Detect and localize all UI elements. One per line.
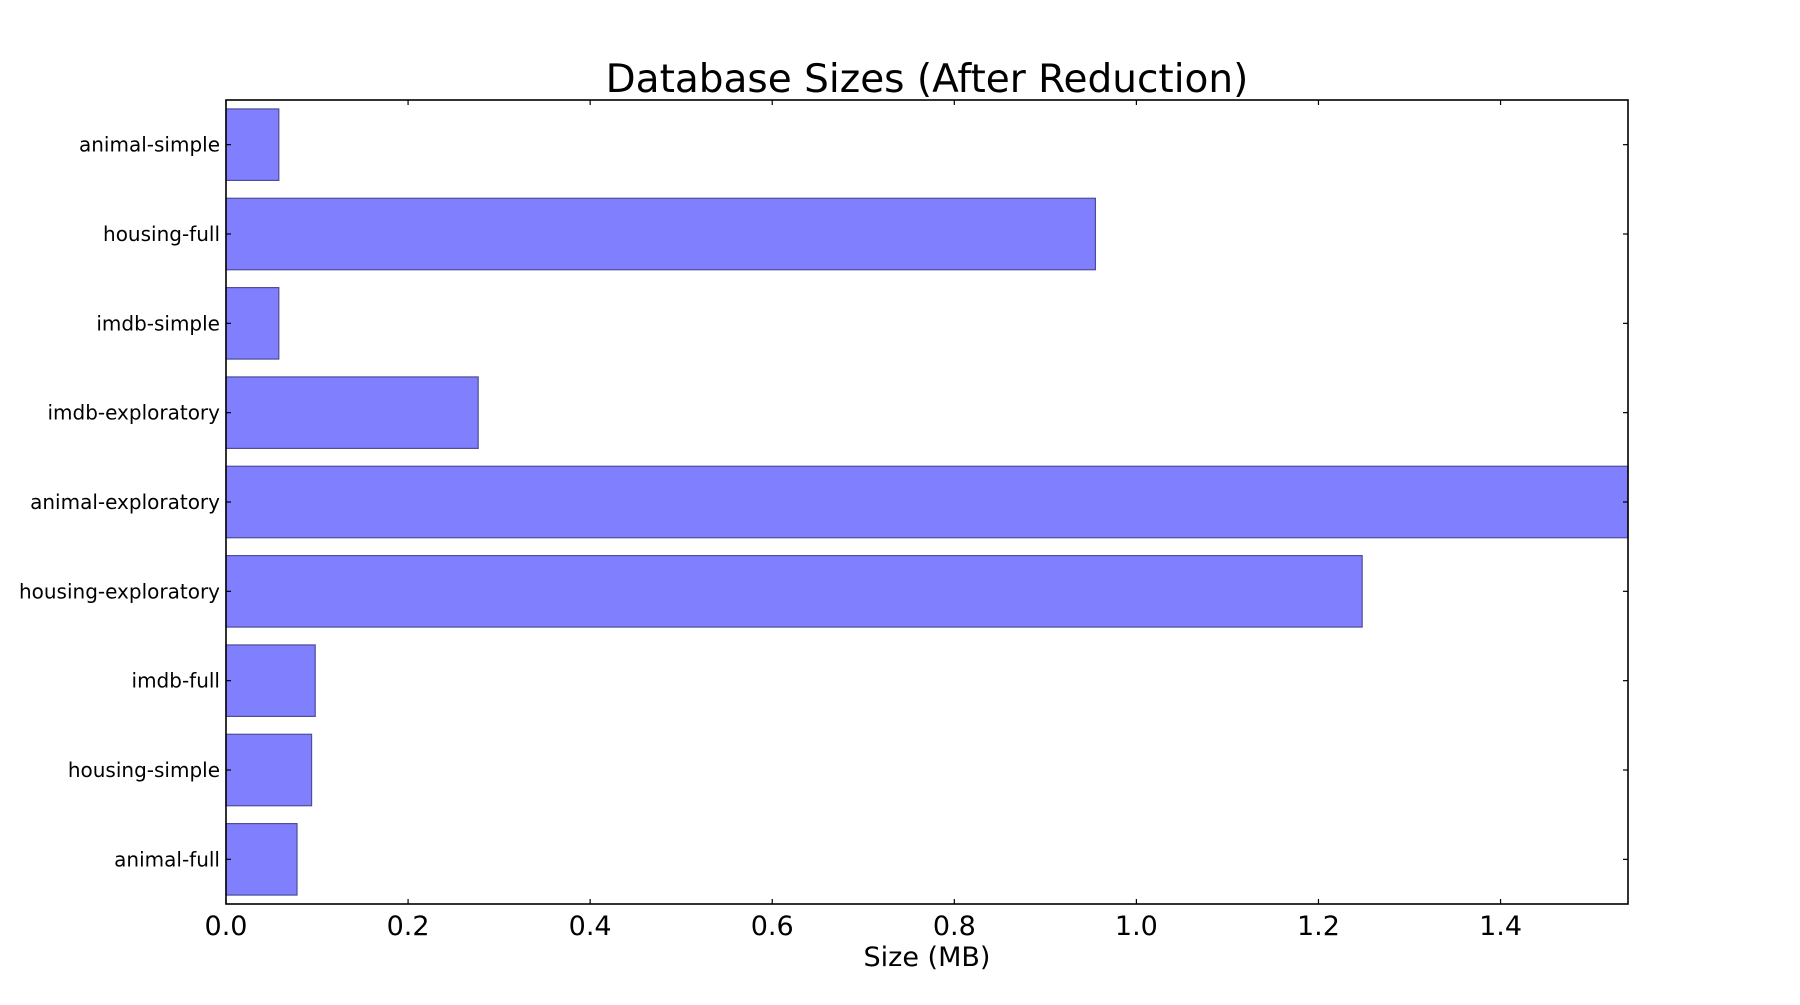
y-tick-label: animal-exploratory: [30, 490, 220, 514]
y-tick-label: housing-simple: [68, 758, 220, 782]
ticks-layer: [225, 100, 1628, 904]
chart-title: Database Sizes (After Reduction): [606, 57, 1249, 102]
bar-imdb-simple: [225, 287, 280, 360]
x-tick-label: 0.2: [387, 911, 430, 942]
y-tick-label: housing-full: [103, 222, 220, 246]
bar-animal-full: [225, 822, 298, 896]
bars-layer: [225, 108, 1629, 896]
x-tick-label: 0.0: [205, 911, 248, 942]
x-tick-label: 0.4: [569, 911, 612, 942]
bar-housing-simple: [225, 733, 313, 807]
bar-animal-simple: [225, 108, 280, 182]
y-tick-label: housing-exploratory: [19, 579, 220, 603]
y-tick-label: imdb-simple: [96, 311, 220, 335]
y-tick-label: animal-simple: [79, 133, 220, 157]
bar-housing-exploratory: [225, 554, 1363, 628]
y-tick-label: imdb-exploratory: [47, 401, 220, 425]
y-axis-labels: animal-simple housing-full imdb-simple imdb…: [19, 133, 220, 872]
x-tick-label: 0.6: [751, 911, 794, 942]
bar-imdb-exploratory: [225, 376, 479, 449]
x-tick-label: 0.8: [933, 911, 976, 942]
y-tick-label: imdb-full: [132, 669, 220, 693]
plot-frame: [225, 99, 1629, 905]
x-tick-label: 1.0: [1115, 911, 1158, 942]
bar-housing-full: [225, 197, 1097, 271]
x-tick-label: 1.2: [1297, 911, 1340, 942]
y-tick-label: animal-full: [114, 847, 220, 871]
x-axis-title: Size (MB): [864, 942, 991, 973]
bar-animal-exploratory: [225, 465, 1629, 539]
x-tick-label: 1.4: [1479, 911, 1522, 942]
x-axis-labels: 0.0 0.2 0.4 0.6 0.8 1.0 1.2 1.4: [205, 911, 1522, 942]
bar-imdb-full: [225, 644, 316, 718]
